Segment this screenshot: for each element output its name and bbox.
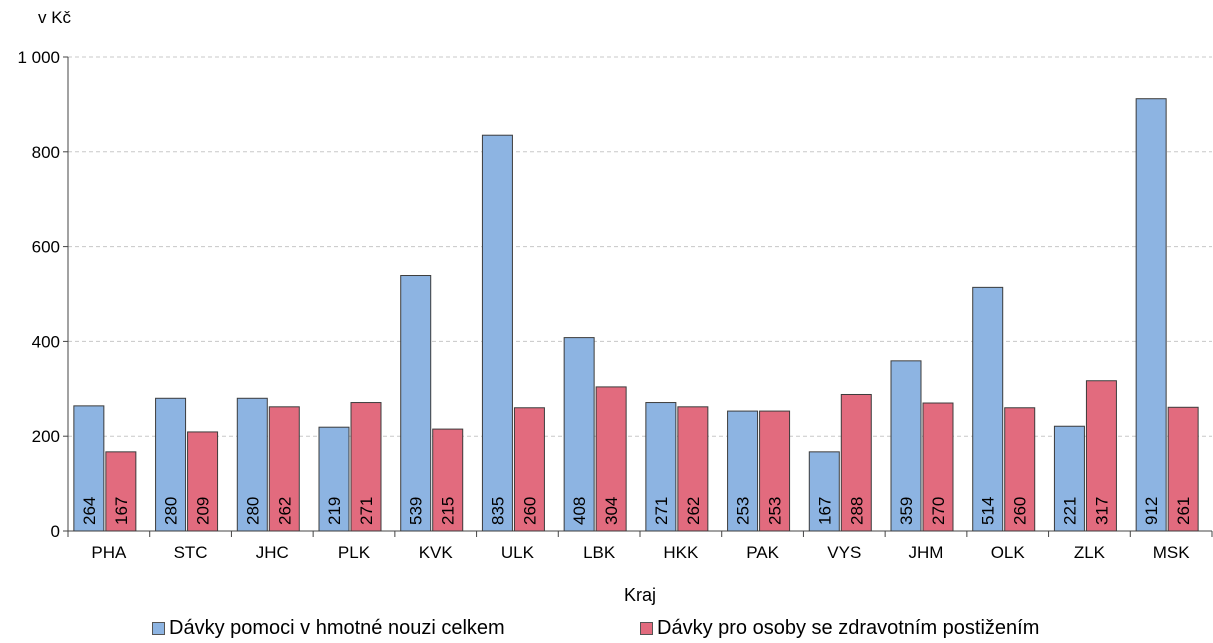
data-label: 215 [439,497,458,525]
chart-plot: 0 200 400 600 800 1 000 PHA 264 167 STC 280 209 JHC 2… [17,48,1213,605]
bar [727,410,759,532]
data-label: 167 [112,497,131,525]
data-label: 270 [929,497,948,525]
data-label: 912 [1142,497,1161,525]
legend-label-hmotna-nouze: Dávky pomoci v hmotné nouzi celkem [169,617,505,639]
x-tick-label: VYS [827,543,861,562]
x-tick-label: HKK [663,543,699,562]
bar [187,431,219,532]
data-label: 280 [162,497,181,525]
bar [808,451,840,532]
y-tick-label: 800 [32,143,60,162]
bar [1135,98,1167,532]
y-tick-label: 1 000 [17,48,60,67]
x-tick-label: STC [174,543,208,562]
x-tick-label: OLK [991,543,1026,562]
bar [318,426,350,532]
data-label: 359 [897,497,916,525]
x-tick-label: ZLK [1074,543,1106,562]
bar [400,275,432,532]
data-label: 288 [847,497,866,525]
bar [1167,406,1199,532]
data-label: 264 [80,497,99,525]
data-label: 271 [652,497,671,525]
bar [432,428,464,532]
y-tick-label: 200 [32,427,60,446]
bar [73,405,105,532]
x-tick-label: LBK [583,543,616,562]
data-label: 408 [570,497,589,525]
bar [563,337,595,532]
x-tick-label: PAK [746,543,779,562]
data-label: 271 [357,497,376,525]
y-tick-label: 600 [32,238,60,257]
legend: Dávky pomoci v hmotné nouzi celkem Dávky… [0,617,1213,643]
y-tick-label: 0 [51,522,60,541]
data-label: 261 [1174,497,1193,525]
data-label: 539 [407,497,426,525]
x-tick-label: KVK [419,543,454,562]
x-tick-label: JHM [909,543,944,562]
legend-item-hmotna-nouze: Dávky pomoci v hmotné nouzi celkem [152,617,505,640]
bar [677,406,709,532]
bar [155,397,187,532]
bar [105,451,137,532]
data-label: 514 [979,497,998,525]
x-tick-label: JHC [256,543,289,562]
y-unit-label: v Kč [38,8,72,27]
bar [840,393,872,532]
x-tick-label: PHA [91,543,127,562]
data-label: 262 [684,497,703,525]
data-label: 209 [194,497,213,525]
x-tick-label: MSK [1153,543,1191,562]
data-label: 253 [734,497,753,525]
legend-item-zdravotni-postizeni: Dávky pro osoby se zdravotním postižením [640,617,1039,640]
x-tick-label: PLK [338,543,371,562]
bar [1085,380,1117,532]
bar [1004,407,1036,532]
data-label: 260 [1011,497,1030,525]
x-tick-label: ULK [501,543,535,562]
data-label: 260 [520,497,539,525]
data-label: 221 [1060,497,1079,525]
bar [236,397,268,532]
bar [1053,425,1085,532]
data-label: 167 [815,497,834,525]
bar [350,402,382,532]
data-label: 280 [243,497,262,525]
bar [513,407,545,532]
legend-swatch-zdravotni-postizeni [640,622,653,635]
y-tick-label: 400 [32,332,60,351]
bar [268,406,300,532]
data-label: 304 [602,497,621,525]
bar [922,402,954,532]
data-label: 262 [275,497,294,525]
bar [759,410,791,532]
bar [595,386,627,532]
bar [890,360,922,532]
data-label: 835 [488,497,507,525]
bar [972,286,1004,532]
x-axis-title: Kraj [624,585,656,605]
legend-swatch-hmotna-nouze [152,622,165,635]
legend-label-zdravotni-postizeni: Dávky pro osoby se zdravotním postižením [657,617,1040,639]
data-label: 219 [325,497,344,525]
data-label: 253 [766,497,785,525]
data-label: 317 [1092,497,1111,525]
bar [645,402,677,532]
bar [481,134,513,532]
